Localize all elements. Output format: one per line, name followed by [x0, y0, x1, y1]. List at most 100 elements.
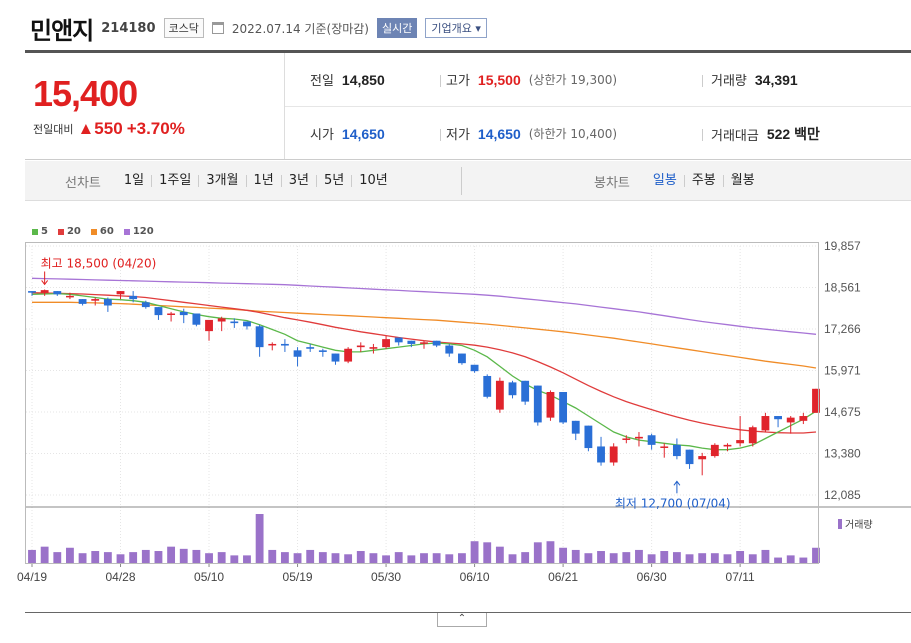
company-info-button[interactable]: 기업개요 ▾: [425, 18, 487, 38]
candle-body: [698, 456, 707, 460]
volume-stat: 거래량 34,391: [711, 70, 798, 90]
period-1d[interactable]: 1일: [123, 173, 145, 188]
volume-bar: [495, 546, 504, 563]
volume-bar: [432, 553, 441, 563]
period-5y[interactable]: 5년: [316, 174, 351, 187]
period-1y[interactable]: 1년: [245, 174, 281, 187]
candle-body: [40, 290, 49, 293]
candle-body: [91, 299, 100, 301]
legend-ma60: 60: [90, 226, 114, 237]
stock-header: 민앤지 214180 코스닥 2022.07.14 기준(장마감) 실시간 기업…: [30, 10, 487, 46]
realtime-button[interactable]: 실시간: [377, 18, 418, 38]
candle-body: [306, 347, 315, 349]
volume-bar: [217, 552, 226, 563]
candle-body: [508, 382, 517, 396]
candle-body: [255, 326, 264, 348]
candle-body: [597, 446, 605, 463]
y-tick-label: 19,857: [824, 239, 861, 253]
legend-label: 60: [99, 226, 114, 237]
volume-bar: [192, 549, 201, 563]
y-tick-label: 15,971: [824, 364, 861, 378]
x-tick-label: 06/10: [460, 570, 490, 584]
volume-bar: [685, 554, 694, 563]
volume-bar: [799, 557, 808, 563]
high-label: 고가: [446, 74, 470, 89]
volume-bar: [40, 546, 49, 563]
chart-toolbar: 선차트 1일 1주일 3개월 1년 3년 5년 10년 봉차트 일봉 주봉 월봉: [25, 161, 911, 201]
x-tick-label: 04/28: [106, 570, 136, 584]
prev-close: 전일 14,850: [310, 70, 385, 90]
volume-bar: [546, 541, 555, 563]
candle-body: [28, 291, 36, 293]
volume-bar: [748, 554, 757, 563]
y-tick-label: 12,085: [824, 488, 861, 502]
ma-legend: 5 20 60 120: [32, 226, 154, 237]
candle-body: [217, 318, 226, 322]
price-box: 15,400 전일대비 ▲550 +3.70%: [25, 53, 285, 159]
volume-bar: [445, 554, 454, 563]
volume-bar: [584, 553, 593, 563]
volume-bar: [597, 551, 605, 563]
period-1w[interactable]: 1주일: [151, 174, 198, 187]
line-chart-group: 선차트 1일 1주일 3개월 1년 3년 5년 10년: [65, 161, 395, 201]
volume-bar: [78, 553, 87, 563]
volume-bar: [571, 549, 580, 563]
legend-swatch: [32, 228, 38, 235]
market-badge: 코스닥: [163, 18, 204, 38]
candle-body: [622, 438, 631, 440]
low-price: 저가 14,650 (하한가 10,400): [446, 124, 617, 144]
open-value: 14,650: [341, 125, 385, 142]
candle-body: [356, 345, 365, 348]
quote-row-divider: [285, 106, 911, 107]
period-10y[interactable]: 10년: [351, 174, 395, 187]
candle-monthly[interactable]: 월봉: [722, 174, 762, 187]
volume-bar: [91, 551, 100, 563]
separator: [440, 75, 441, 87]
candle-daily[interactable]: 일봉: [652, 173, 677, 188]
period-3y[interactable]: 3년: [280, 174, 316, 187]
volume-bar: [672, 552, 681, 563]
candle-body: [344, 348, 353, 362]
current-price: 15,400: [33, 73, 138, 114]
legend-swatch: [57, 228, 64, 235]
candle-body: [812, 388, 820, 413]
legend-swatch: [123, 228, 130, 235]
volume-bar: [306, 549, 315, 563]
volume-bar: [28, 549, 36, 563]
stock-code: 214180: [101, 20, 156, 36]
volume-bar: [230, 555, 239, 563]
legend-label: 120: [132, 226, 154, 237]
candle-weekly[interactable]: 주봉: [683, 174, 723, 187]
candle-body: [647, 435, 656, 445]
candle-body: [685, 449, 694, 465]
collapse-button[interactable]: ⌃: [437, 613, 487, 627]
volume-bar: [559, 547, 568, 563]
volume-bar: [243, 555, 251, 563]
volume-value: 34,391: [754, 71, 798, 88]
volume-bar: [382, 555, 390, 563]
volume-bar: [458, 553, 466, 563]
candle-body: [382, 339, 390, 348]
line-chart-label[interactable]: 선차트: [65, 175, 101, 191]
candle-body: [799, 416, 808, 421]
quote-date: 2022.07.14 기준(장마감): [231, 21, 369, 36]
open-label: 시가: [310, 128, 334, 143]
volume-bar: [660, 551, 669, 563]
period-3m[interactable]: 3개월: [198, 174, 245, 187]
x-tick-label: 06/30: [637, 570, 667, 584]
volume-bar: [609, 553, 618, 563]
x-tick-label: 07/11: [726, 570, 755, 584]
y-tick-label: 13,380: [824, 447, 861, 461]
candle-body: [748, 427, 757, 444]
header-divider: [25, 50, 911, 53]
volume-bar: [129, 552, 138, 563]
footer-divider: [25, 612, 911, 613]
volume-bar: [255, 514, 264, 563]
ma60-line: [32, 301, 817, 369]
candle-chart-label[interactable]: 봉차트: [594, 175, 630, 191]
volume-bar: [141, 549, 150, 563]
candle-body: [103, 299, 112, 306]
candle-body: [458, 353, 466, 364]
legend-label: 5: [41, 226, 48, 237]
